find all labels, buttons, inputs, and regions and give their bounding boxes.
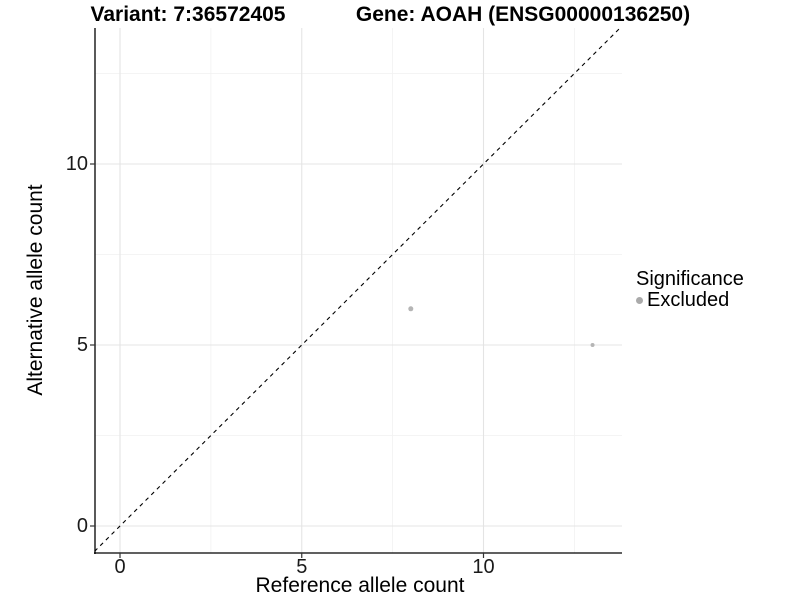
legend-item-excluded: Excluded (636, 290, 744, 311)
y-tick-label: 0 (76, 515, 88, 537)
data-point (590, 343, 595, 347)
identity-line (94, 26, 623, 552)
gene-title: Gene: AOAH (ENSG00000136250) (355, 3, 691, 26)
legend: Significance Excluded (636, 269, 744, 311)
variant-title: Variant: 7:36572405 (90, 3, 286, 26)
y-tick-label: 10 (65, 153, 88, 175)
y-axis-title: Alternative allele count (24, 184, 47, 396)
legend-item-label: Excluded (647, 289, 730, 311)
x-axis-title: Reference allele count (255, 574, 465, 597)
x-tick-label: 10 (472, 556, 495, 578)
y-tick-label: 5 (76, 334, 88, 356)
x-tick-label: 0 (114, 556, 126, 578)
legend-point-icon (636, 297, 643, 304)
legend-title: Significance (636, 268, 744, 290)
x-tick-label: 5 (296, 556, 308, 578)
data-point (408, 306, 414, 312)
